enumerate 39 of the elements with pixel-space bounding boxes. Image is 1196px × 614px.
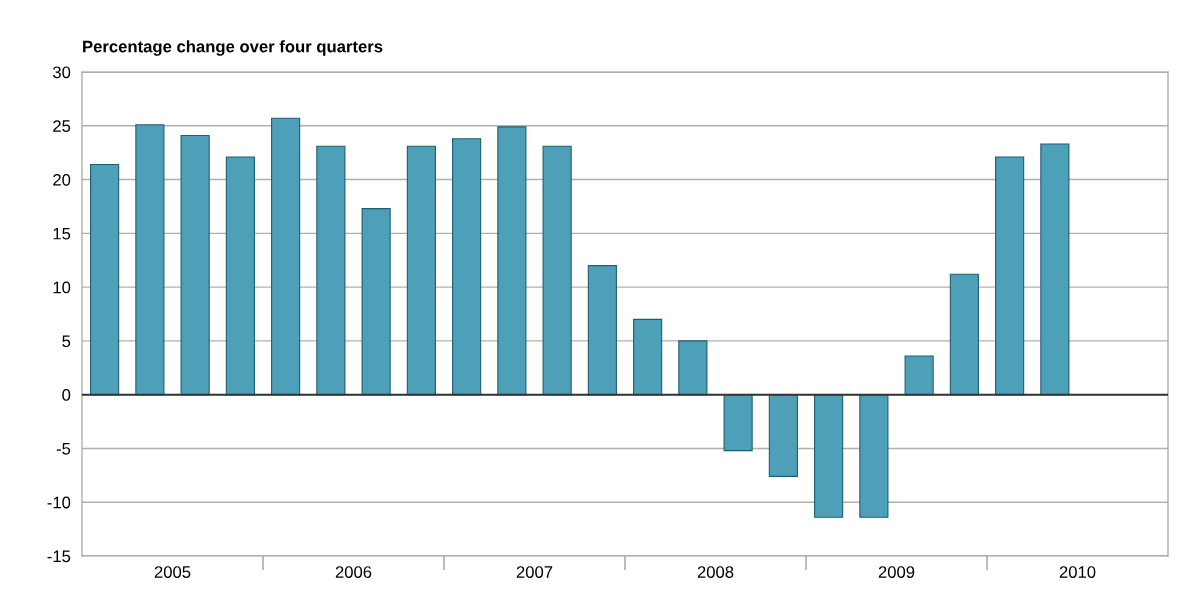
bar bbox=[90, 163, 120, 396]
bar bbox=[633, 318, 663, 396]
bar bbox=[678, 340, 708, 396]
bar bbox=[995, 156, 1025, 396]
y-tick-label: 10 bbox=[53, 281, 71, 294]
bar bbox=[271, 117, 301, 396]
bar bbox=[949, 273, 979, 396]
y-tick-label: 25 bbox=[53, 120, 71, 132]
y-tick-label: -10 bbox=[47, 496, 71, 509]
bar bbox=[135, 124, 165, 396]
bar bbox=[1040, 143, 1070, 396]
chart-title: Percentage change over four quarters bbox=[83, 40, 383, 56]
y-tick-label: 0 bbox=[62, 389, 71, 401]
x-tick-label: 2009 bbox=[878, 566, 915, 578]
bar bbox=[587, 265, 617, 396]
bar bbox=[316, 145, 346, 396]
y-tick-label: -15 bbox=[47, 550, 71, 563]
bar bbox=[497, 126, 527, 396]
x-tick-label: 2010 bbox=[1059, 566, 1096, 578]
y-tick-label: 15 bbox=[53, 227, 71, 240]
y-tick-label: 5 bbox=[62, 335, 71, 348]
bar bbox=[814, 394, 844, 518]
bar bbox=[361, 208, 391, 396]
x-tick-label: 2005 bbox=[154, 566, 191, 578]
bar bbox=[859, 394, 889, 518]
bar bbox=[406, 145, 436, 396]
bar bbox=[180, 134, 210, 396]
x-tick-label: 2006 bbox=[335, 566, 372, 578]
bar bbox=[452, 138, 482, 396]
y-tick-label: 30 bbox=[52, 66, 71, 79]
x-tick-label: 2008 bbox=[697, 566, 734, 578]
bar bbox=[768, 394, 798, 477]
bar bbox=[904, 355, 934, 396]
bar bbox=[542, 145, 572, 396]
y-tick-label: -5 bbox=[56, 443, 71, 455]
x-tick-label: 2007 bbox=[516, 566, 553, 578]
bar bbox=[723, 394, 753, 452]
bar bbox=[225, 156, 255, 396]
y-tick-label: 20 bbox=[53, 173, 71, 186]
